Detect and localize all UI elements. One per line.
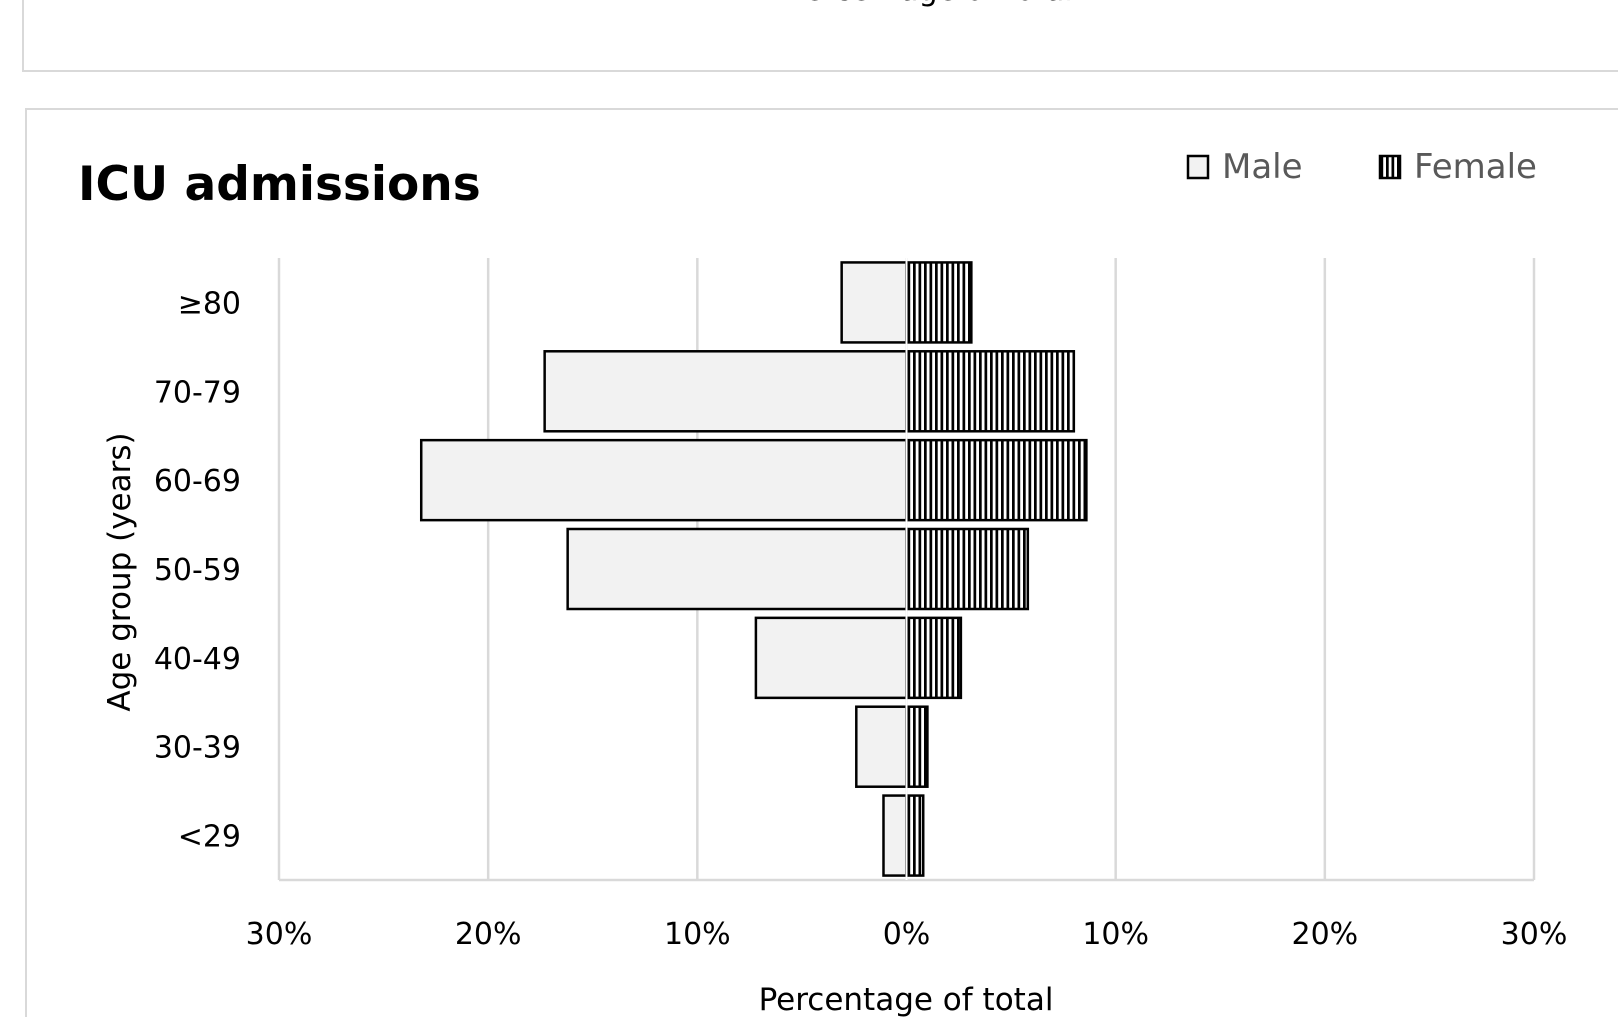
y-tick-label: <29 <box>178 820 241 855</box>
x-axis-title: Percentage of total <box>759 982 1054 1017</box>
x-tick-label: 10% <box>1082 917 1149 952</box>
male-bar-30-39 <box>855 705 908 788</box>
male-bar-40-49 <box>754 616 908 700</box>
female-bar-70-79 <box>905 350 1076 433</box>
female-bar-<29 <box>905 794 925 877</box>
y-tick-label: 30-39 <box>154 731 241 766</box>
legend-swatch-female <box>1378 154 1402 180</box>
previous-chart-x-axis-title: Percentage of total <box>24 0 1618 8</box>
legend-label-female: Female <box>1414 147 1537 187</box>
y-tick-label: 50-59 <box>154 553 241 588</box>
legend-swatch-male <box>1186 154 1210 180</box>
x-tick-label: 0% <box>883 917 931 952</box>
bars <box>419 258 1088 880</box>
previous-chart-panel: Percentage of total <box>22 0 1618 72</box>
y-tick-label: 60-69 <box>154 464 241 499</box>
y-axis-title: Age group (years) <box>102 432 138 711</box>
female-bar-30-39 <box>905 705 929 788</box>
y-tick-label: 40-49 <box>154 642 241 677</box>
male-bar-50-59 <box>566 527 908 611</box>
male-bar-<29 <box>882 794 908 877</box>
x-tick-label: 30% <box>246 917 313 952</box>
legend: Male Female <box>1186 147 1537 187</box>
chart-title: ICU admissions <box>78 157 481 212</box>
male-bar-70-79 <box>543 350 908 433</box>
x-tick-label: 10% <box>664 917 731 952</box>
y-tick-label: 70-79 <box>154 375 241 410</box>
male-bar-≥80 <box>840 261 908 344</box>
female-bar-40-49 <box>905 616 963 700</box>
y-tick-labels: <29 30-39 40-49 50-59 60-69 70-79 ≥80 <box>154 286 241 854</box>
female-bar-≥80 <box>905 261 973 344</box>
x-tick-label: 30% <box>1501 917 1568 952</box>
male-bar-60-69 <box>419 438 908 522</box>
x-tick-labels: 30% 20% 10% 0% 10% 20% 30% <box>246 917 1568 952</box>
x-tick-label: 20% <box>1291 917 1358 952</box>
female-bar-60-69 <box>905 438 1088 522</box>
female-bar-50-59 <box>905 527 1030 611</box>
y-tick-label: ≥80 <box>178 286 241 321</box>
x-tick-label: 20% <box>455 917 522 952</box>
legend-label-male: Male <box>1222 147 1303 187</box>
